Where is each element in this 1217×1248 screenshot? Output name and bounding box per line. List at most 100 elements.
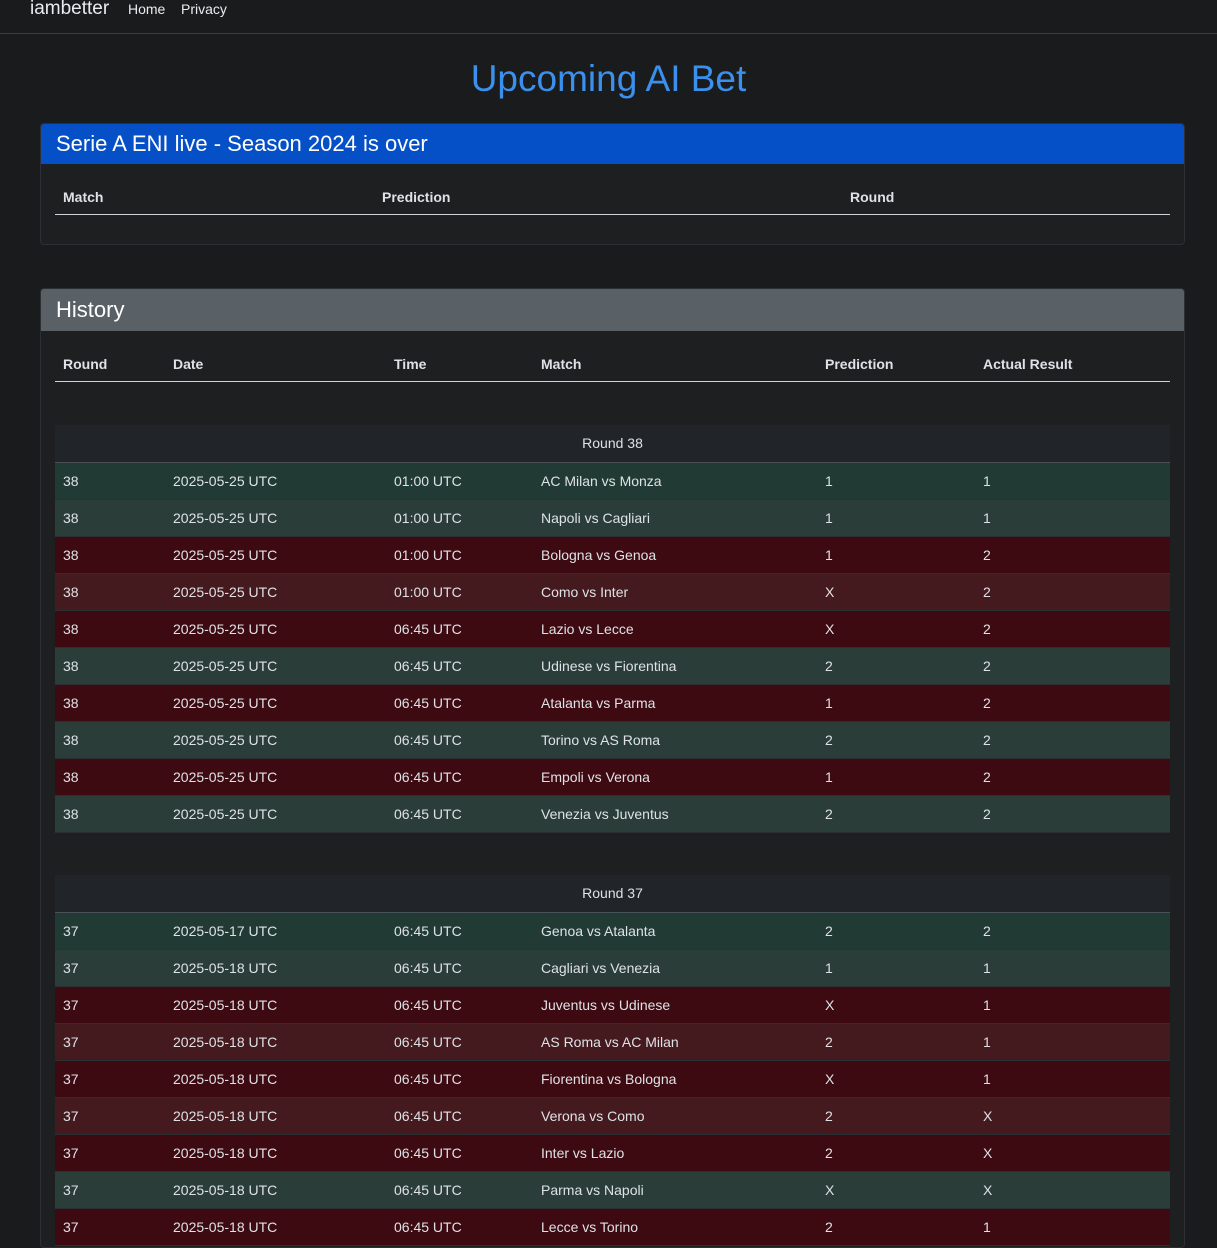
cell-actual-result: 2	[983, 769, 991, 785]
round-group: Round 37 37 2025-05-17 UTC 06:45 UTC Genoa v…	[55, 875, 1170, 1246]
cell-round: 38	[63, 658, 79, 674]
cell-actual-result: 1	[983, 473, 991, 489]
page-title: Upcoming AI Bet	[470, 58, 747, 99]
cell-time: 06:45 UTC	[394, 1145, 462, 1161]
cell-actual-result: 1	[983, 510, 991, 526]
cell-prediction: 1	[825, 695, 833, 711]
cell-match: AC Milan vs Monza	[541, 473, 662, 489]
table-row: 37 2025-05-18 UTC 06:45 UTC Parma vs Napoli…	[55, 1172, 1170, 1209]
cell-prediction: 1	[825, 473, 833, 489]
cell-prediction: 1	[825, 769, 833, 785]
cell-round: 37	[63, 1219, 79, 1235]
live-card-header: Serie A ENI live - Season 2024 is over	[41, 124, 1184, 164]
table-row: 37 2025-05-18 UTC 06:45 UTC Verona vs Como 2…	[55, 1098, 1170, 1135]
cell-time: 06:45 UTC	[394, 997, 462, 1013]
cell-prediction: 1	[825, 547, 833, 563]
cell-time: 01:00 UTC	[394, 510, 462, 526]
cell-match: Napoli vs Cagliari	[541, 510, 650, 526]
cell-match: Verona vs Como	[541, 1108, 645, 1124]
history-card-header: History	[41, 289, 1184, 331]
cell-actual-result: 1	[983, 1071, 991, 1087]
cell-time: 06:45 UTC	[394, 923, 462, 939]
cell-round: 38	[63, 473, 79, 489]
cell-prediction: 2	[825, 1108, 833, 1124]
cell-date: 2025-05-18 UTC	[173, 997, 278, 1013]
table-row: 38 2025-05-25 UTC 06:45 UTC Udinese vs Fior…	[55, 648, 1170, 685]
cell-round: 38	[63, 621, 79, 637]
table-row: 37 2025-05-18 UTC 06:45 UTC AS Roma vs AC M…	[55, 1024, 1170, 1061]
table-row: 37 2025-05-18 UTC 06:45 UTC Cagliari vs Ven…	[55, 950, 1170, 987]
cell-match: AS Roma vs AC Milan	[541, 1034, 679, 1050]
cell-time: 06:45 UTC	[394, 695, 462, 711]
navbar: iambetter Home Privacy	[0, 0, 1217, 34]
brand-link[interactable]: iambetter	[30, 0, 110, 19]
cell-match: Juventus vs Udinese	[541, 997, 671, 1013]
table-row: 37 2025-05-18 UTC 06:45 UTC Lecce vs Torino…	[55, 1209, 1170, 1246]
cell-actual-result: 2	[983, 584, 991, 600]
cell-time: 06:45 UTC	[394, 806, 462, 822]
cell-actual-result: 2	[983, 923, 991, 939]
cell-date: 2025-05-18 UTC	[173, 1108, 278, 1124]
cell-prediction: X	[825, 1071, 835, 1087]
cell-prediction: 2	[825, 806, 833, 822]
cell-prediction: 1	[825, 510, 833, 526]
cell-date: 2025-05-25 UTC	[173, 658, 278, 674]
cell-match: Lecce vs Torino	[541, 1219, 639, 1235]
cell-round: 38	[63, 769, 79, 785]
cell-time: 01:00 UTC	[394, 584, 462, 600]
cell-match: Torino vs AS Roma	[541, 732, 661, 748]
cell-actual-result: 2	[983, 547, 991, 563]
cell-match: Cagliari vs Venezia	[541, 960, 661, 976]
cell-date: 2025-05-25 UTC	[173, 769, 278, 785]
cell-actual-result: 2	[983, 732, 991, 748]
live-card: Serie A ENI live - Season 2024 is over M…	[40, 123, 1185, 245]
cell-prediction: X	[825, 621, 835, 637]
cell-time: 06:45 UTC	[394, 1034, 462, 1050]
col-prediction: Prediction	[382, 189, 451, 205]
cell-actual-result: X	[983, 1108, 993, 1124]
cell-date: 2025-05-25 UTC	[173, 621, 278, 637]
cell-actual-result: 2	[983, 695, 991, 711]
history-table-header: Round Date Time Match Prediction Actual …	[55, 332, 1170, 382]
cell-date: 2025-05-18 UTC	[173, 960, 278, 976]
cell-prediction: X	[825, 997, 835, 1013]
cell-time: 06:45 UTC	[394, 769, 462, 785]
cell-round: 38	[63, 732, 79, 748]
cell-date: 2025-05-25 UTC	[173, 732, 278, 748]
cell-match: Empoli vs Verona	[541, 769, 650, 785]
table-row: 38 2025-05-25 UTC 06:45 UTC Torino vs AS Ro…	[55, 722, 1170, 759]
cell-round: 38	[63, 584, 79, 600]
cell-time: 06:45 UTC	[394, 1182, 462, 1198]
nav-home-link[interactable]: Home	[128, 1, 166, 17]
cell-round: 38	[63, 806, 79, 822]
round-group-title: Round 38	[55, 425, 1170, 463]
table-row: 38 2025-05-25 UTC 01:00 UTC Napoli vs Cagli…	[55, 500, 1170, 537]
cell-prediction: 2	[825, 1145, 833, 1161]
cell-round: 38	[63, 510, 79, 526]
cell-prediction: 2	[825, 1034, 833, 1050]
table-row: 37 2025-05-17 UTC 06:45 UTC Genoa vs Atalan…	[55, 913, 1170, 950]
cell-time: 01:00 UTC	[394, 473, 462, 489]
table-row: 38 2025-05-25 UTC 06:45 UTC Atalanta vs Par…	[55, 685, 1170, 722]
cell-match: Genoa vs Atalanta	[541, 923, 656, 939]
cell-time: 06:45 UTC	[394, 1108, 462, 1124]
cell-actual-result: 2	[983, 806, 991, 822]
cell-prediction: 2	[825, 732, 833, 748]
cell-match: Atalanta vs Parma	[541, 695, 656, 711]
cell-actual-result: 1	[983, 1034, 991, 1050]
cell-date: 2025-05-18 UTC	[173, 1219, 278, 1235]
cell-date: 2025-05-25 UTC	[173, 584, 278, 600]
col-match: Match	[63, 189, 104, 205]
cell-round: 37	[63, 997, 79, 1013]
cell-match: Inter vs Lazio	[541, 1145, 625, 1161]
cell-date: 2025-05-18 UTC	[173, 1034, 278, 1050]
cell-date: 2025-05-18 UTC	[173, 1145, 278, 1161]
table-row: 38 2025-05-25 UTC 01:00 UTC Como vs Inter X 2	[55, 574, 1170, 611]
cell-actual-result: 2	[983, 658, 991, 674]
cell-time: 06:45 UTC	[394, 658, 462, 674]
cell-date: 2025-05-18 UTC	[173, 1071, 278, 1087]
cell-time: 06:45 UTC	[394, 960, 462, 976]
cell-time: 06:45 UTC	[394, 1219, 462, 1235]
table-row: 38 2025-05-25 UTC 06:45 UTC Lazio vs Lecce X…	[55, 611, 1170, 648]
nav-privacy-link[interactable]: Privacy	[181, 1, 227, 17]
